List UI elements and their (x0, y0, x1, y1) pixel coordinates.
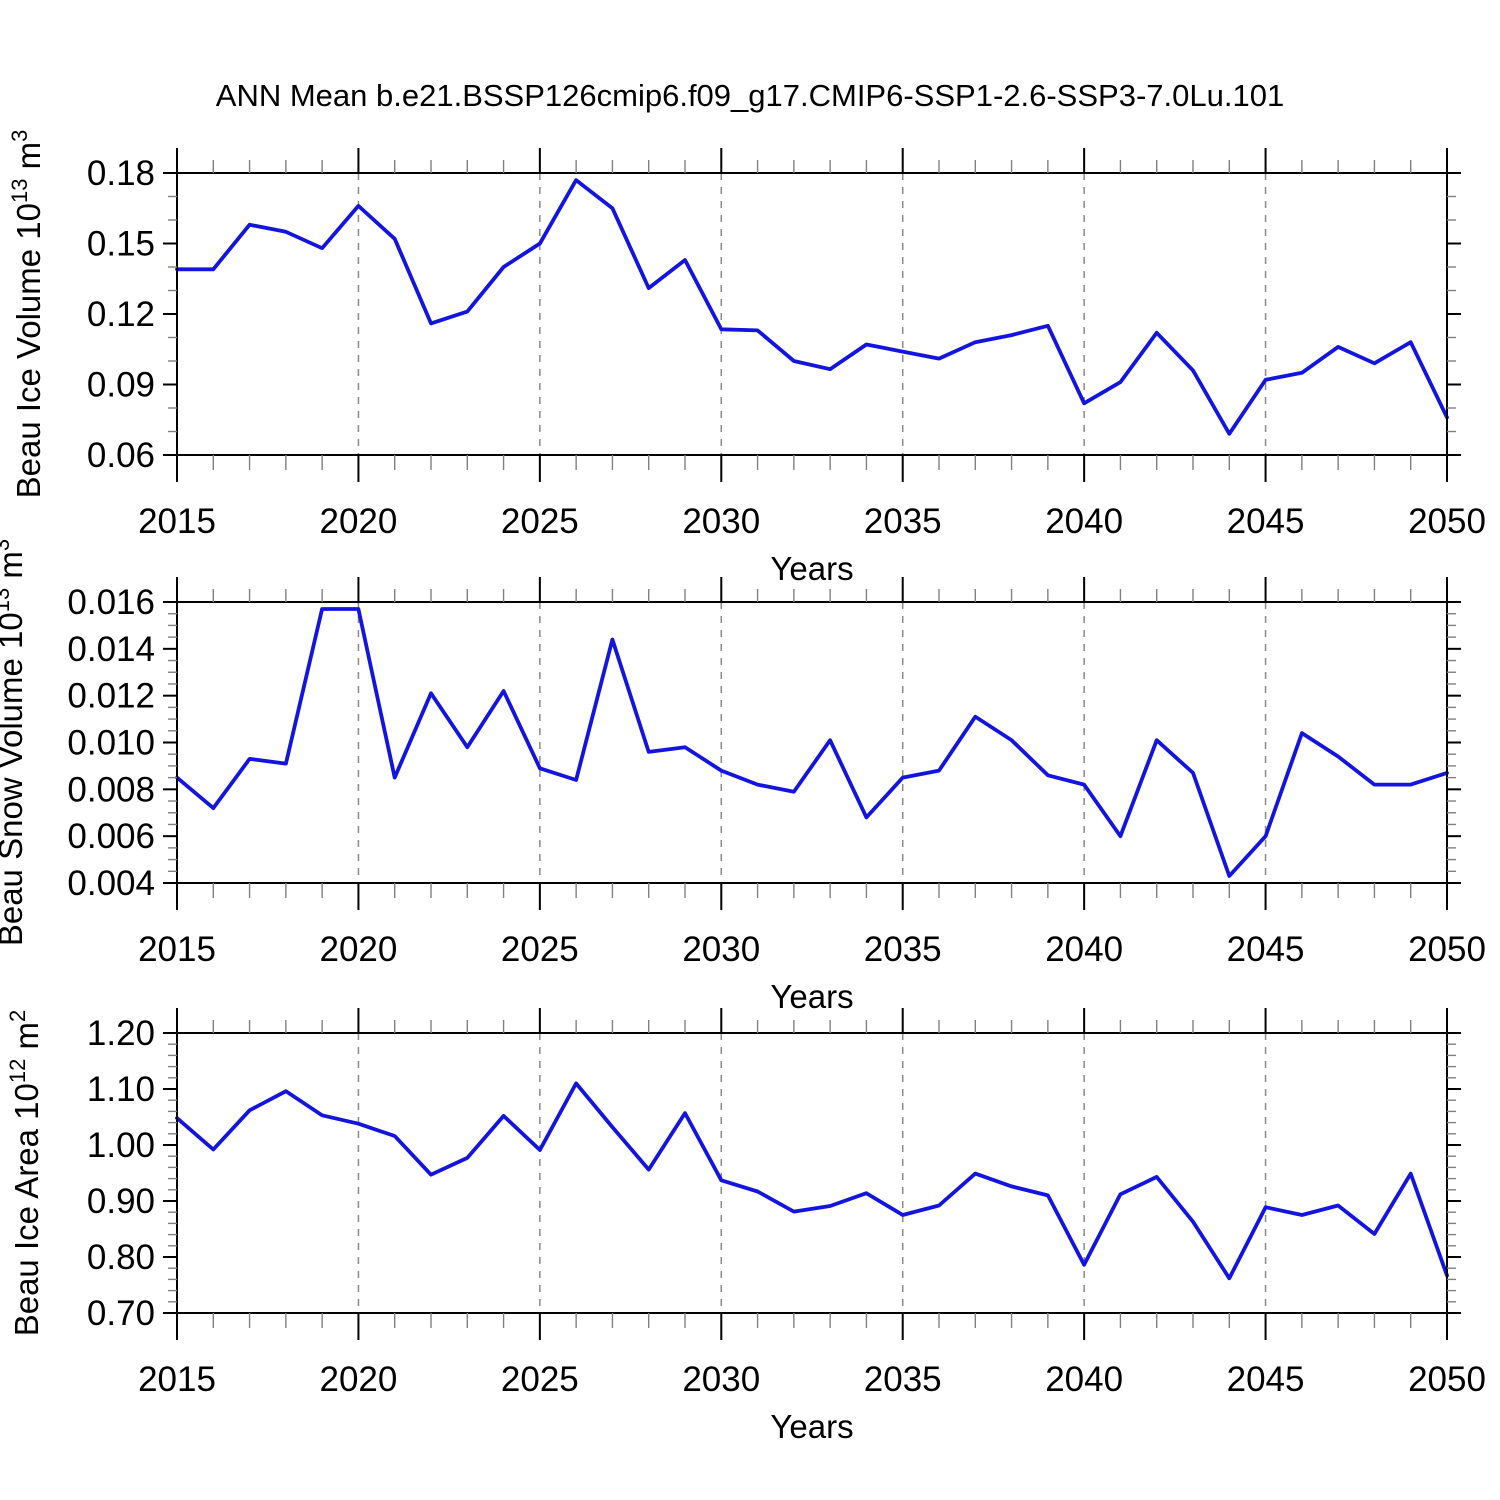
x-tick-label: 2050 (1408, 930, 1486, 969)
x-tick-label: 2020 (319, 930, 397, 969)
y-tick-label: 0.006 (67, 817, 155, 856)
x-tick-label: 2045 (1227, 1360, 1305, 1399)
y-tick-label: 0.014 (67, 630, 155, 669)
y-tick-label: 0.008 (67, 770, 155, 809)
x-tick-label: 2030 (682, 502, 760, 541)
y-tick-label: 0.06 (87, 436, 155, 475)
y-tick-label: 0.12 (87, 295, 155, 334)
x-tick-label: 2040 (1045, 1360, 1123, 1399)
x-tick-label: 2015 (138, 502, 216, 541)
x-tick-label: 2045 (1227, 930, 1305, 969)
x-tick-label: 2025 (501, 930, 579, 969)
y-tick-label: 0.010 (67, 724, 155, 763)
x-tick-label: 2015 (138, 930, 216, 969)
x-tick-label: 2035 (864, 1360, 942, 1399)
x-axis-title: Years (770, 550, 853, 587)
y-axis-title: Beau Ice Area 1012 m2 (5, 1010, 45, 1337)
x-tick-label: 2035 (864, 930, 942, 969)
x-tick-label: 2020 (319, 1360, 397, 1399)
x-axis-title: Years (770, 978, 853, 1015)
y-tick-label: 0.016 (67, 583, 155, 622)
x-tick-label: 2030 (682, 930, 760, 969)
y-tick-label: 0.09 (87, 366, 155, 405)
x-tick-label: 2040 (1045, 502, 1123, 541)
beau-ice-volume-chart: 2015 2020 2025 2030 2035 2040 2045 2050 0.18 0.15… (7, 130, 1486, 587)
beau-ice-volume-line (175, 178, 1449, 436)
x-tick-label: 2035 (864, 502, 942, 541)
x-tick-label: 2040 (1045, 930, 1123, 969)
beau-snow-volume-chart: 2015 2020 2025 2030 2035 2040 2045 2050 0.016 0.0… (0, 539, 1486, 1015)
x-tick-label: 2025 (501, 502, 579, 541)
x-axis-title: Years (770, 1408, 853, 1445)
x-tick-label: 2015 (138, 1360, 216, 1399)
figure-title: ANN Mean b.e21.BSSP126cmip6.f09_g17.CMIP… (215, 78, 1285, 113)
y-tick-label: 0.012 (67, 677, 155, 716)
y-tick-label: 0.70 (87, 1294, 155, 1333)
y-tick-label: 0.15 (87, 225, 155, 264)
x-tick-label: 2045 (1227, 502, 1305, 541)
y-tick-label: 0.18 (87, 154, 155, 193)
x-tick-label: 2050 (1408, 502, 1486, 541)
y-tick-label: 0.004 (67, 864, 155, 903)
beau-snow-volume-line (175, 607, 1449, 878)
y-axis-title: Beau Snow Volume 1013 m3 (0, 539, 29, 946)
x-tick-label: 2030 (682, 1360, 760, 1399)
plot-border (176, 1032, 1448, 1314)
x-tick-label: 2025 (501, 1360, 579, 1399)
beau-ice-area-line (175, 1081, 1449, 1281)
y-tick-label: 0.90 (87, 1182, 155, 1221)
x-tick-label: 2050 (1408, 1360, 1486, 1399)
x-tick-label: 2020 (319, 502, 397, 541)
y-tick-label: 1.10 (87, 1070, 155, 1109)
y-tick-label: 0.80 (87, 1238, 155, 1277)
y-axis-title: Beau Ice Volume 1013 m3 (7, 130, 47, 499)
y-tick-label: 1.20 (87, 1014, 155, 1053)
beau-ice-area-chart: 2015 2020 2025 2030 2035 2040 2045 2050 1.20 1.10… (5, 1008, 1486, 1445)
y-tick-label: 1.00 (87, 1126, 155, 1165)
